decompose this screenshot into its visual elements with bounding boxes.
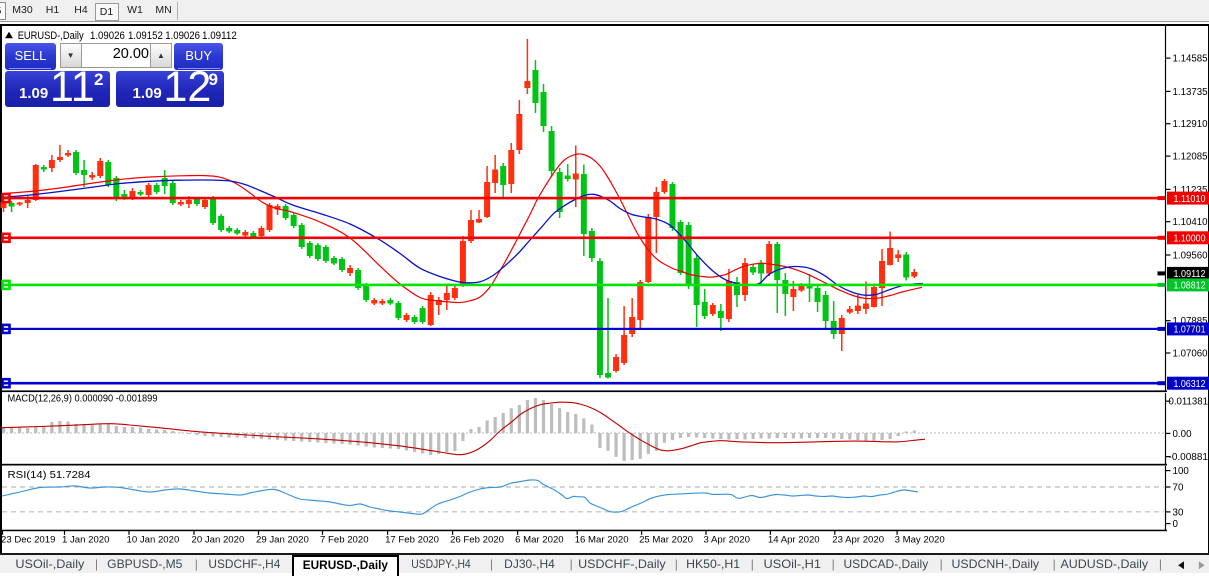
svg-text:|: |	[940, 557, 943, 571]
svg-text:1.07701: 1.07701	[1174, 325, 1206, 336]
svg-text:3 May 2020: 3 May 2020	[895, 535, 945, 546]
svg-text:1.08812: 1.08812	[1174, 281, 1206, 292]
svg-text:DJ30-,H4: DJ30-,H4	[504, 557, 555, 571]
svg-text:USDJPY-,H4: USDJPY-,H4	[411, 557, 471, 571]
svg-text:0: 0	[1173, 519, 1179, 530]
svg-text:100: 100	[1173, 466, 1190, 477]
svg-text:RSI(14) 51.7284: RSI(14) 51.7284	[8, 469, 91, 481]
svg-text:30: 30	[1173, 507, 1184, 518]
svg-text:1.06312: 1.06312	[1174, 379, 1206, 390]
svg-text:|: |	[832, 557, 835, 571]
svg-text:1.12910: 1.12910	[1173, 119, 1209, 130]
svg-text:1.09112: 1.09112	[1174, 269, 1206, 280]
svg-text:1.14585: 1.14585	[1173, 54, 1209, 65]
svg-text:1.13735: 1.13735	[1173, 87, 1209, 98]
svg-text:|: |	[1159, 557, 1162, 571]
svg-text:USOil-,H1: USOil-,H1	[764, 557, 822, 571]
svg-text:1 Jan 2020: 1 Jan 2020	[62, 535, 109, 546]
svg-text:1.09152: 1.09152	[128, 30, 163, 42]
svg-text:7 Feb 2020: 7 Feb 2020	[320, 535, 369, 546]
svg-text:16 Mar 2020: 16 Mar 2020	[575, 535, 629, 546]
svg-text:USOil-,Daily: USOil-,Daily	[15, 557, 84, 571]
svg-text:10 Jan 2020: 10 Jan 2020	[127, 535, 180, 546]
svg-text:20 Jan 2020: 20 Jan 2020	[192, 535, 245, 546]
svg-text:70: 70	[1173, 483, 1184, 494]
svg-text:23 Dec 2019: 23 Dec 2019	[1, 535, 55, 546]
svg-text:26 Feb 2020: 26 Feb 2020	[450, 535, 504, 546]
svg-text:1.09112: 1.09112	[202, 30, 237, 42]
svg-text:1.09026: 1.09026	[90, 30, 125, 42]
svg-text:29 Jan 2020: 29 Jan 2020	[256, 535, 309, 546]
svg-text:3 Apr 2020: 3 Apr 2020	[704, 535, 750, 546]
svg-text:6 Mar 2020: 6 Mar 2020	[515, 535, 564, 546]
svg-text:|: |	[751, 557, 754, 571]
svg-text:|: |	[1053, 557, 1056, 571]
svg-text:USDCNH-,Daily: USDCNH-,Daily	[952, 557, 1040, 571]
svg-text:1.10410: 1.10410	[1173, 217, 1209, 228]
svg-text:1.10000: 1.10000	[1174, 234, 1206, 245]
svg-text:1.09026: 1.09026	[165, 30, 200, 42]
svg-text:|: |	[490, 557, 493, 571]
svg-text:|: |	[195, 557, 198, 571]
svg-text:GBPUSD-,M5: GBPUSD-,M5	[107, 557, 183, 571]
svg-text:0.00: 0.00	[1173, 429, 1193, 440]
svg-text:USDCAD-,Daily: USDCAD-,Daily	[844, 557, 929, 571]
svg-text:1.09560: 1.09560	[1173, 251, 1209, 262]
svg-text:1.07885: 1.07885	[1173, 316, 1209, 327]
svg-text:|: |	[95, 557, 98, 571]
svg-text:1.12085: 1.12085	[1173, 152, 1209, 163]
svg-text:1.11010: 1.11010	[1174, 194, 1207, 205]
svg-text:AUDUSD-,Daily: AUDUSD-,Daily	[1061, 557, 1149, 571]
svg-text:MACD(12,26,9) 0.000090 -0.0018: MACD(12,26,9) 0.000090 -0.001899	[8, 393, 158, 405]
svg-text:|: |	[570, 557, 573, 571]
svg-text:HK50-,H1: HK50-,H1	[686, 557, 740, 571]
svg-text:17 Feb 2020: 17 Feb 2020	[385, 535, 439, 546]
svg-text:0.011381: 0.011381	[1169, 397, 1209, 408]
svg-text:1.07060: 1.07060	[1173, 349, 1209, 360]
svg-text:EURUSD-,Daily: EURUSD-,Daily	[18, 30, 85, 42]
svg-text:14 Apr 2020: 14 Apr 2020	[768, 535, 820, 546]
svg-text:-0.00881: -0.00881	[1169, 452, 1209, 463]
svg-text:USDCHF-,Daily: USDCHF-,Daily	[578, 557, 666, 571]
svg-text:|: |	[675, 557, 678, 571]
svg-text:23 Apr 2020: 23 Apr 2020	[832, 535, 884, 546]
svg-text:USDCHF-,H4: USDCHF-,H4	[208, 557, 280, 571]
svg-text:25 Mar 2020: 25 Mar 2020	[639, 535, 693, 546]
svg-text:1.11235: 1.11235	[1173, 185, 1209, 196]
